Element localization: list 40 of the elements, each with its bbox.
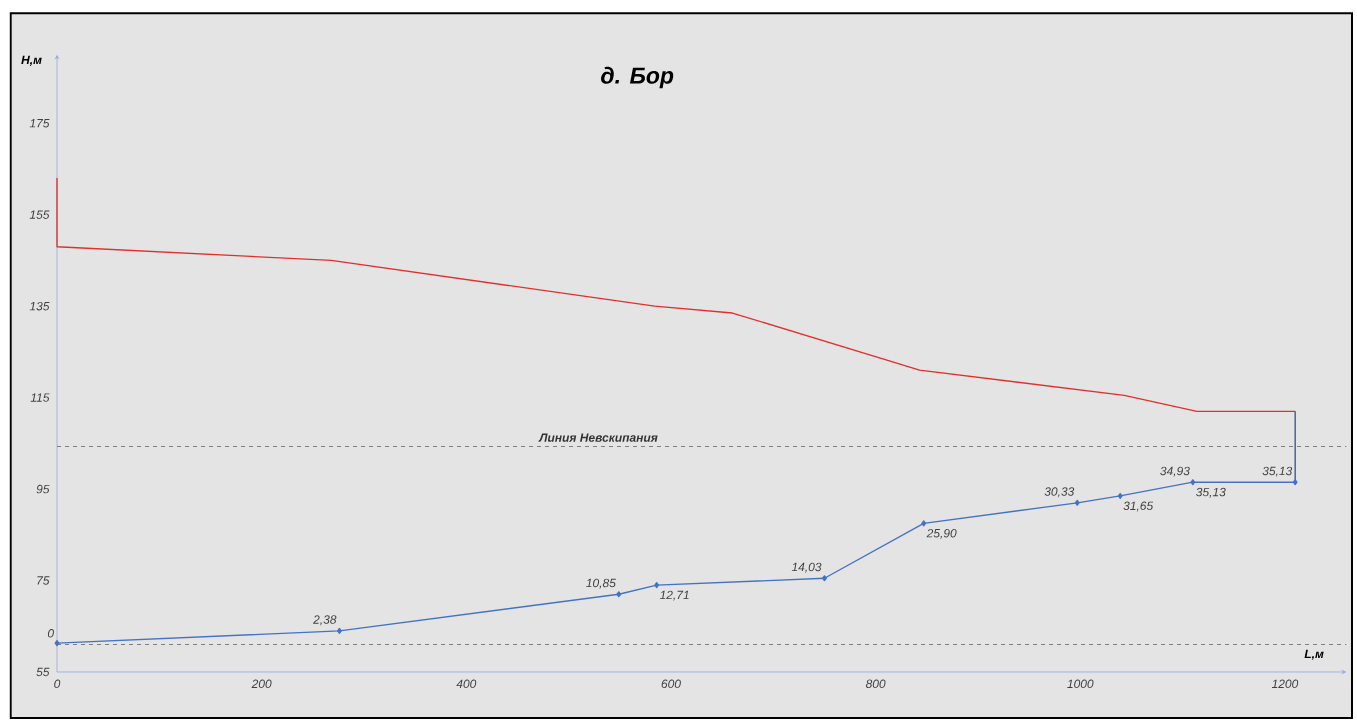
ref-line-label: Линия Невскипания <box>538 433 658 442</box>
annotation: 30,33 <box>1044 487 1075 498</box>
annotation: 35,13 <box>1196 487 1226 498</box>
x-tick-label: 1200 <box>1271 679 1299 689</box>
annotation: 12,71 <box>659 590 689 601</box>
point <box>921 520 927 527</box>
point <box>1292 479 1298 486</box>
y-tick-label: 115 <box>30 393 50 402</box>
point <box>616 591 622 598</box>
annotation: 2,38 <box>313 615 337 626</box>
point <box>821 575 827 582</box>
x-tick-label: 0 <box>54 679 61 689</box>
y-tick-label: 135 <box>29 301 50 311</box>
annotation: 35,13 <box>1262 466 1293 477</box>
line-series <box>56 177 1296 412</box>
point <box>1190 479 1196 486</box>
annotation: 14,03 <box>791 562 822 573</box>
y-tick-label: 155 <box>29 210 50 219</box>
x-tick-label: 200 <box>251 679 272 689</box>
y-tick-label: 95 <box>36 484 50 494</box>
annotation: 10,85 <box>586 578 616 589</box>
x-axis-title: L,м <box>1304 649 1324 660</box>
x-tick-label: 600 <box>661 679 681 689</box>
annotation: 0 <box>47 629 54 638</box>
y-tick-label: 175 <box>29 119 50 128</box>
annotation: 25,90 <box>926 528 957 539</box>
y-tick-label: 75 <box>37 576 50 585</box>
point <box>654 582 660 589</box>
point <box>1117 492 1123 499</box>
chart-title: д. Бор <box>601 66 674 89</box>
y-tick-label: 55 <box>36 667 50 677</box>
annotation: 34,93 <box>1160 466 1190 477</box>
point <box>54 640 60 647</box>
y-axis-title: H,м <box>21 55 42 66</box>
x-tick-label: 400 <box>456 679 477 689</box>
point <box>336 627 342 634</box>
annotation: 31,65 <box>1123 501 1154 512</box>
x-tick-label: 1000 <box>1067 679 1094 689</box>
x-tick-label: 800 <box>865 679 886 689</box>
point <box>1074 499 1080 506</box>
